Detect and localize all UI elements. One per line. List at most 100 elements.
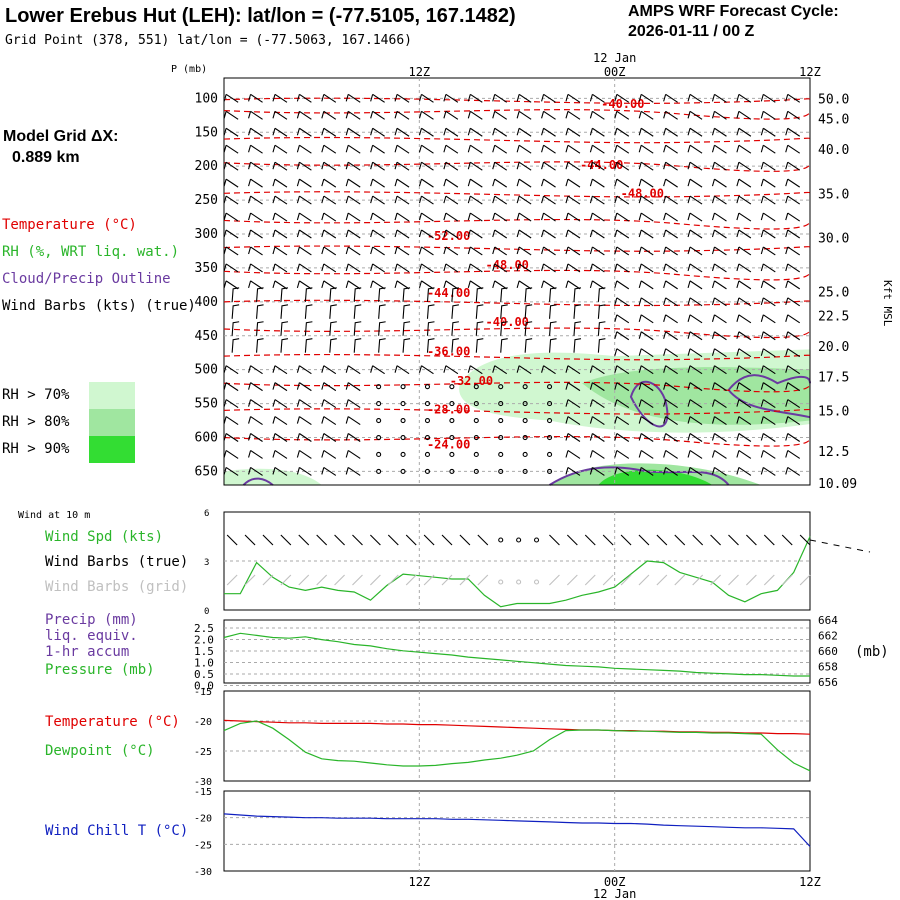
wind-barb: [370, 365, 385, 375]
wind-barb: [687, 399, 703, 409]
wind-barb: [353, 338, 362, 353]
wind-barb: [248, 161, 263, 171]
wind-barb: [426, 287, 435, 302]
wind-barb: [223, 416, 239, 426]
wind-barb: [760, 466, 776, 476]
wind-barb: [565, 280, 581, 290]
precip-tick-label: 0.5: [194, 668, 214, 681]
legend-cloud-outline: Cloud/Precip Outline: [2, 271, 171, 287]
calm-wind-marker: [473, 451, 479, 458]
wind-barb: [516, 212, 532, 222]
wind-barb: [516, 110, 532, 120]
temp-tick-label: -30: [194, 777, 212, 788]
wind-barb: [638, 382, 654, 392]
wind-barb: [272, 382, 288, 392]
wind-barb: [711, 365, 727, 375]
wind-barb: [711, 399, 727, 409]
wind-barb-10m-grid: [280, 574, 292, 586]
wind-10m-label: Wind at 10 m: [18, 510, 91, 521]
wind-barb: [736, 161, 752, 171]
wind-barb: [223, 466, 239, 476]
pressure-line: [223, 632, 810, 677]
wind-barb: [370, 127, 385, 137]
wind-barb-10m: [763, 534, 775, 546]
wind-barb: [272, 93, 288, 103]
wind-barb-10m-grid: [262, 574, 274, 586]
wind-barb: [321, 246, 337, 256]
wind-barb-10m: [405, 534, 417, 546]
wind-barb: [345, 246, 361, 256]
wind-barb: [687, 314, 703, 324]
wind-barb: [345, 229, 361, 239]
wind-barb: [296, 399, 312, 409]
wind-barb: [321, 229, 337, 239]
wind-barb: [573, 338, 582, 353]
wind-barb: [760, 161, 776, 171]
wind-barb: [736, 263, 752, 273]
wind-barb: [565, 399, 581, 409]
wind-barb: [663, 314, 678, 324]
wind-barb: [443, 178, 459, 188]
wind-barb: [565, 93, 581, 103]
wind-barb: [492, 212, 508, 222]
calm-wind-marker: [449, 451, 455, 458]
wind-barb: [370, 195, 385, 205]
wind-barb: [451, 338, 459, 353]
wind-barb: [443, 110, 459, 120]
wind-barb: [760, 450, 776, 459]
wind-barb: [541, 178, 556, 188]
wind-barb: [223, 263, 239, 273]
wind-barb: [256, 321, 264, 336]
wind-barb: [443, 144, 459, 154]
wind-barb: [638, 212, 654, 222]
wind-barb: [614, 229, 630, 239]
isotherm-line: [223, 191, 811, 198]
wind-barb: [370, 229, 385, 239]
wind-barb: [272, 466, 288, 476]
wind-barb: [736, 433, 752, 442]
wind-barb: [321, 382, 337, 392]
wind-barb: [272, 450, 288, 459]
wind-barb: [321, 466, 337, 476]
wind-barb: [223, 229, 239, 239]
wind-barb: [500, 287, 508, 302]
wind-barb: [418, 161, 434, 171]
wind-barb: [345, 195, 361, 205]
pressure-right-tick: 664: [818, 614, 838, 627]
wind-barb: [321, 416, 337, 426]
wind-barb-10m: [781, 534, 793, 546]
wind-barb: [321, 195, 337, 205]
wind-barb: [565, 195, 581, 205]
wind-barb: [516, 229, 532, 239]
wind-barb: [248, 450, 263, 459]
top-time-label: 12Z: [408, 65, 430, 79]
calm-wind-marker: [449, 468, 455, 474]
wind-barb: [394, 178, 410, 188]
rh-70-label: RH > 70%: [2, 387, 70, 403]
height-tick-label: 30.0: [818, 231, 849, 246]
wind-barb: [565, 382, 581, 392]
wind-barb: [467, 144, 483, 154]
wind-barb: [378, 321, 386, 336]
wind-barb: [736, 314, 752, 324]
wind-barb: [516, 161, 532, 171]
chill-tick-label: -20: [194, 814, 212, 825]
wind-barb-10m: [316, 534, 328, 546]
wind-barb-10m-grid: [638, 574, 650, 586]
wind-barb: [589, 433, 605, 442]
wind-barb: [549, 321, 557, 336]
wind-barb: [370, 263, 385, 273]
isotherm-label: -52.00: [427, 229, 470, 243]
wind-barb: [223, 399, 239, 409]
wind-barb: [785, 382, 801, 392]
wind-barb: [492, 280, 508, 290]
rh-70-swatch: [89, 382, 135, 409]
calm-wind-marker: [449, 384, 455, 390]
wind-barb: [418, 144, 434, 154]
wind-barb: [687, 280, 703, 290]
wind-barb: [500, 338, 508, 353]
isotherm-label: -24.00: [427, 437, 470, 451]
wind-barb: [785, 110, 801, 120]
wind-barb: [736, 365, 752, 375]
calm-wind-marker: [473, 418, 479, 424]
